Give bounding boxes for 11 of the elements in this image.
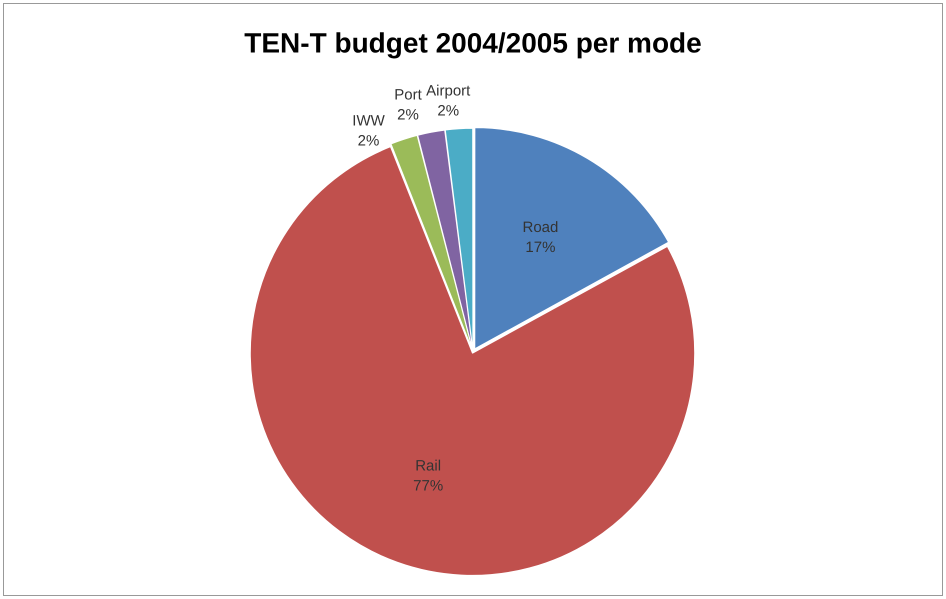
data-label: 2% — [358, 132, 380, 150]
slice-label: IWW — [352, 112, 386, 130]
chart-title: TEN-T budget 2004/2005 per mode — [244, 28, 702, 59]
slice-label: Rail — [415, 458, 442, 475]
data-label: 77% — [413, 478, 444, 495]
slice-label: Port — [394, 86, 423, 104]
slice-label: Airport — [426, 82, 472, 100]
data-label: 2% — [437, 102, 460, 120]
slice-label: Road — [522, 218, 558, 236]
data-label: 2% — [397, 106, 419, 124]
data-label: 17% — [525, 238, 556, 256]
